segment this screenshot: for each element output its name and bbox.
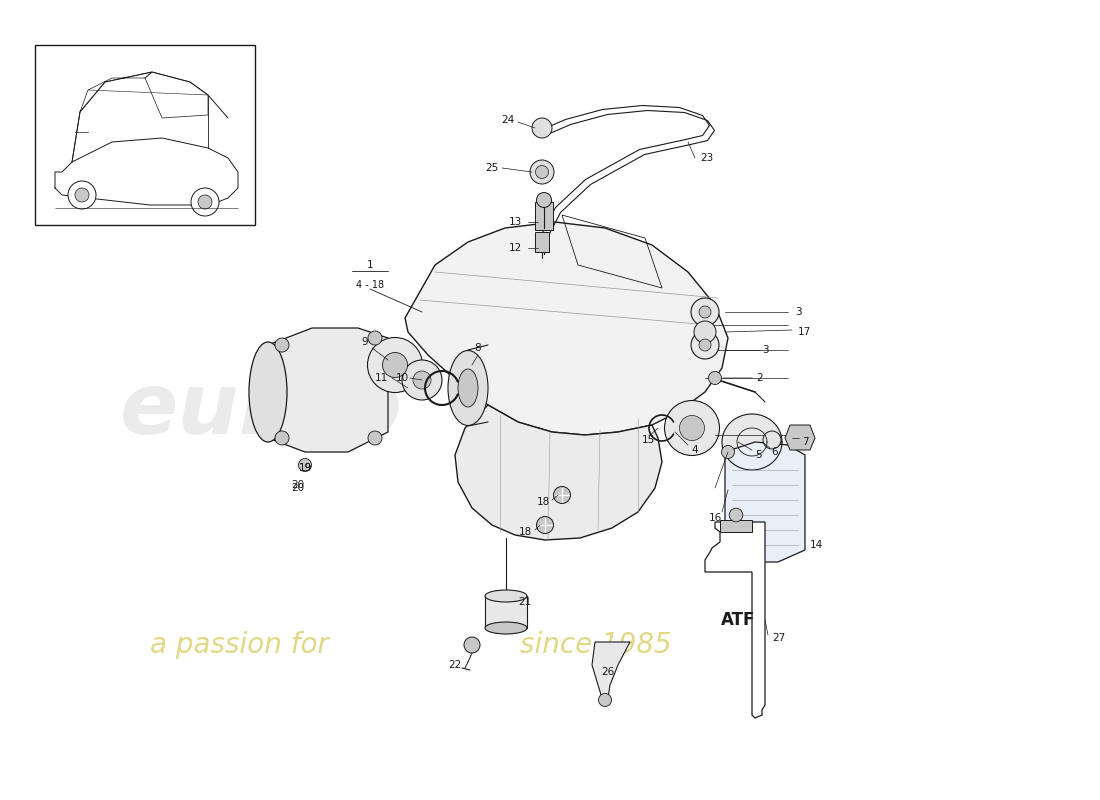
Circle shape [68, 181, 96, 209]
Ellipse shape [402, 360, 442, 400]
Circle shape [75, 188, 89, 202]
Circle shape [537, 193, 551, 207]
Text: europ: europ [120, 369, 403, 451]
Text: 3: 3 [761, 345, 768, 355]
Text: 12: 12 [508, 243, 522, 253]
Text: 18: 18 [519, 527, 532, 537]
FancyBboxPatch shape [720, 520, 752, 532]
Text: since 1985: since 1985 [520, 631, 672, 659]
Polygon shape [705, 522, 764, 718]
Ellipse shape [458, 369, 478, 407]
Circle shape [729, 508, 743, 522]
Circle shape [536, 166, 549, 178]
Circle shape [298, 458, 311, 471]
Text: 4 - 18: 4 - 18 [356, 280, 384, 290]
Ellipse shape [763, 431, 781, 449]
Text: 25: 25 [485, 163, 498, 173]
Circle shape [708, 371, 722, 385]
Text: 6: 6 [772, 447, 779, 457]
Polygon shape [405, 222, 728, 435]
Ellipse shape [485, 590, 527, 602]
FancyBboxPatch shape [535, 232, 549, 252]
Text: 11: 11 [375, 373, 388, 383]
Ellipse shape [694, 321, 716, 343]
Circle shape [368, 331, 382, 345]
Circle shape [532, 118, 552, 138]
FancyBboxPatch shape [485, 596, 527, 628]
Text: 9: 9 [362, 337, 369, 347]
Text: 20: 20 [292, 483, 305, 493]
Circle shape [553, 486, 571, 503]
Ellipse shape [485, 622, 527, 634]
Text: 18: 18 [537, 497, 550, 507]
Circle shape [598, 694, 612, 706]
Circle shape [722, 446, 735, 458]
Text: 10: 10 [395, 373, 408, 383]
Text: a passion for: a passion for [150, 631, 329, 659]
Text: 19: 19 [298, 463, 311, 473]
Ellipse shape [680, 415, 704, 441]
Text: 26: 26 [602, 667, 615, 677]
Polygon shape [785, 425, 815, 450]
Circle shape [530, 160, 554, 184]
Polygon shape [455, 405, 662, 540]
Text: 24: 24 [502, 115, 515, 125]
Text: 19: 19 [298, 463, 311, 473]
Text: 20: 20 [292, 480, 305, 490]
Text: 8: 8 [475, 343, 482, 353]
Circle shape [191, 188, 219, 216]
Text: rtes: rtes [460, 369, 653, 451]
Text: 14: 14 [810, 540, 823, 550]
Ellipse shape [698, 306, 711, 318]
Text: 21: 21 [518, 597, 531, 607]
Text: 7: 7 [802, 437, 808, 447]
Text: 17: 17 [798, 327, 812, 337]
Ellipse shape [698, 339, 711, 351]
Polygon shape [722, 414, 782, 470]
Ellipse shape [383, 353, 407, 378]
Text: 23: 23 [700, 153, 713, 163]
Text: ATF: ATF [720, 611, 756, 629]
FancyBboxPatch shape [535, 202, 553, 230]
Text: 1: 1 [366, 260, 373, 270]
Ellipse shape [367, 338, 422, 393]
Circle shape [275, 431, 289, 445]
Text: 27: 27 [772, 633, 785, 643]
Text: 4: 4 [692, 445, 698, 455]
Circle shape [368, 431, 382, 445]
Text: 16: 16 [708, 513, 722, 523]
Text: 5: 5 [755, 450, 761, 460]
Text: 2: 2 [757, 373, 763, 383]
Ellipse shape [691, 331, 719, 359]
FancyBboxPatch shape [35, 45, 255, 225]
Text: 22: 22 [449, 660, 462, 670]
Polygon shape [725, 442, 805, 562]
Circle shape [198, 195, 212, 209]
Polygon shape [592, 642, 630, 698]
Circle shape [275, 338, 289, 352]
Text: 13: 13 [508, 217, 522, 227]
Ellipse shape [664, 401, 719, 455]
Circle shape [537, 517, 553, 534]
Polygon shape [268, 328, 388, 452]
Text: 3: 3 [794, 307, 801, 317]
Text: 15: 15 [641, 435, 654, 445]
Ellipse shape [249, 342, 287, 442]
Ellipse shape [448, 350, 488, 426]
Ellipse shape [691, 298, 719, 326]
Circle shape [464, 637, 480, 653]
Ellipse shape [412, 371, 431, 389]
